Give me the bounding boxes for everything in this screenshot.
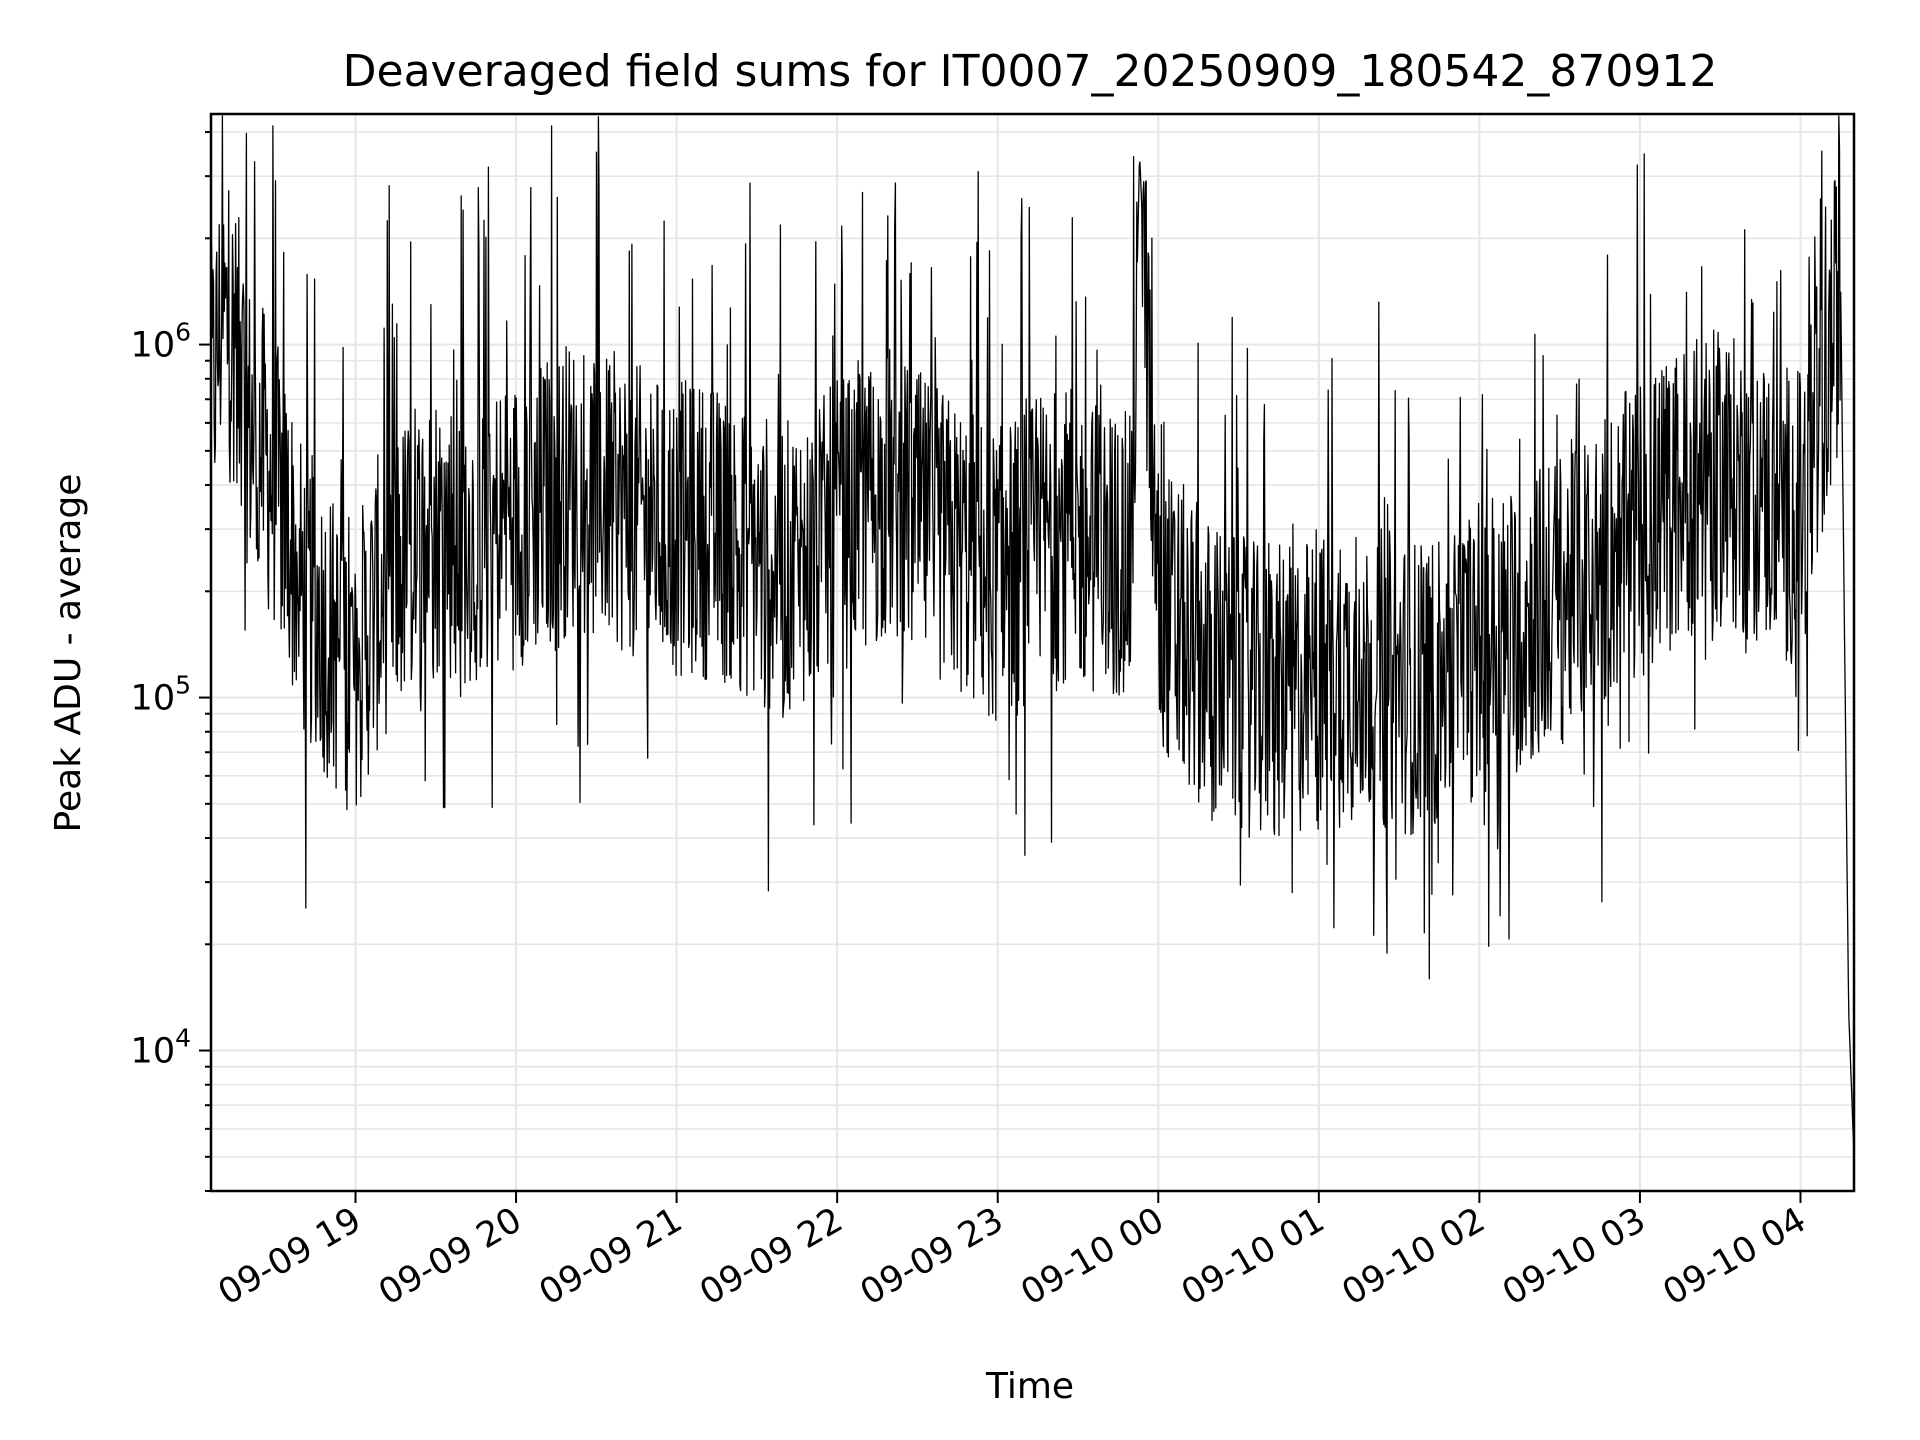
series-line (210, 115, 1855, 1157)
x-axis-label: Time (985, 1366, 1074, 1407)
y-tick-label: 106 (131, 318, 191, 366)
line-layer (210, 115, 1855, 1157)
y-tick-label: 105 (131, 671, 191, 719)
y-tick-label: 104 (131, 1024, 191, 1072)
y-axis-label: Peak ADU - average (48, 474, 89, 833)
chart-title: Deaveraged field sums for IT0007_2025090… (343, 46, 1718, 97)
plot-frame (209, 112, 1856, 1193)
